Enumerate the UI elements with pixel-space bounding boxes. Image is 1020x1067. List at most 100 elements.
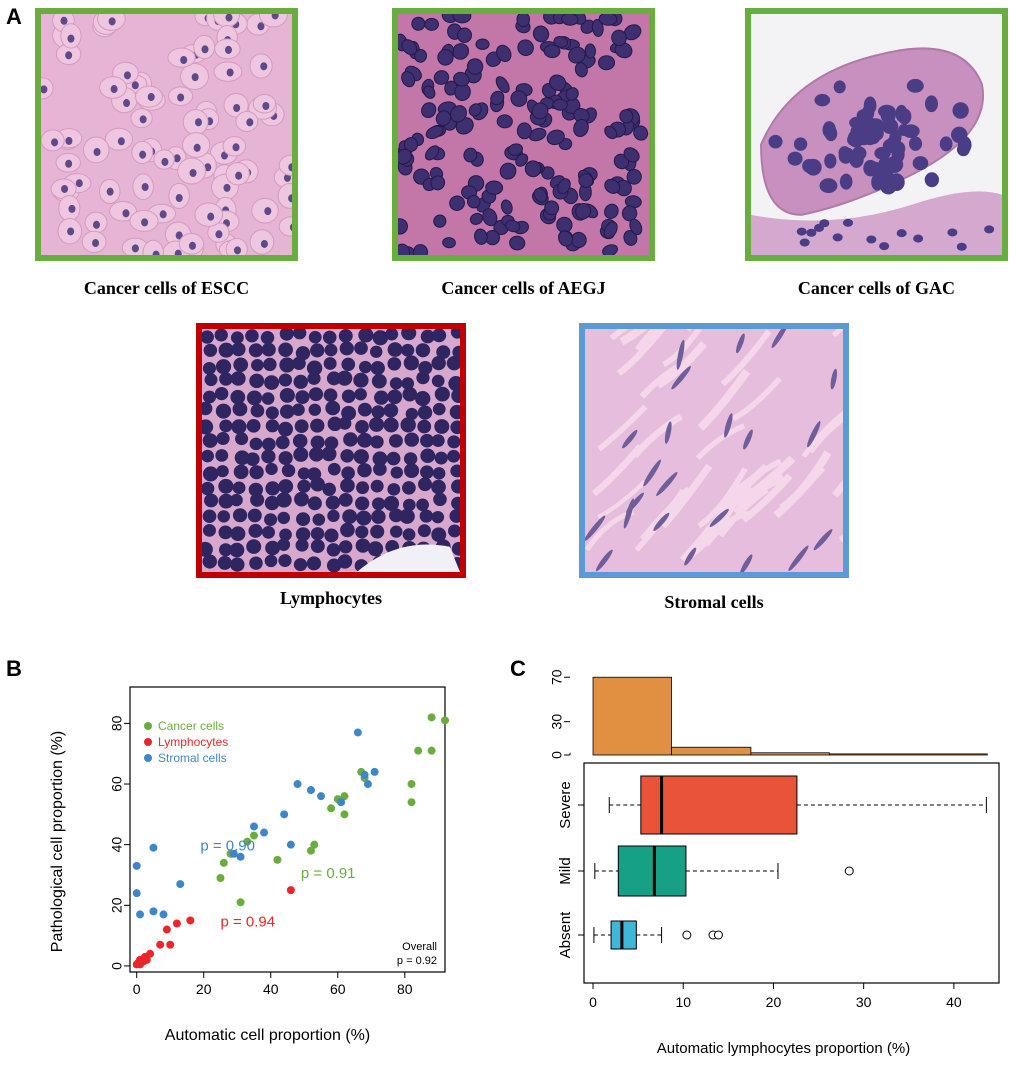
outlier [713,930,723,940]
micrograph-lymphocytes [196,323,466,578]
data-point [149,843,158,852]
caption-aegj: Cancer cells of AEGJ [441,278,606,298]
data-point [293,780,302,789]
data-point [370,767,379,776]
group-label: Absent [557,911,574,959]
correlation-label: p = 0.90 [200,838,255,855]
caption-lymphocytes: Lymphocytes [279,588,382,608]
data-point [172,919,181,928]
data-point [132,889,141,898]
x-tick-label: 80 [397,981,413,997]
data-point [337,798,346,807]
data-point [142,955,151,964]
histogram-bar [592,676,672,756]
overall-p: p = 0.92 [397,955,437,967]
data-point [280,810,289,819]
data-point [146,949,155,958]
panel-b-letter: B [6,656,22,681]
panel-a-letter: A [6,4,22,29]
x-tick-label: 0 [133,981,141,997]
data-point [286,840,295,849]
data-point [273,855,282,864]
x-tick-label: 30 [856,994,872,1010]
data-point [216,874,225,883]
outlier [682,930,692,940]
plot-frame [129,686,446,973]
box [610,920,637,950]
micrograph-stromal [579,323,849,578]
group-label: Severe [557,781,574,829]
group-label: Mild [557,857,574,885]
caption-stromal: Stromal cells [664,592,764,612]
tissue-texture [585,329,843,572]
tissue-texture [751,14,1002,255]
data-point [360,770,369,779]
boxplot-frame [583,762,1000,984]
scatter-chart: 0 20 40 60 80 0 20 40 60 80 Automatic cell proport… [49,686,449,1044]
data-point [317,792,326,801]
caption-escc: Cancer cells of ESCC [83,278,250,298]
data-point [219,858,228,867]
data-point [327,804,336,813]
data-point [136,910,145,919]
box [640,775,798,835]
histogram-y-tick-label: 70 [549,669,565,685]
data-point [236,852,245,861]
data-point [186,916,195,925]
micrograph-aegj [392,8,655,261]
data-point [260,828,269,837]
data-point [340,810,349,819]
boxplot-chart: 0 30 70 Severe Mild Absent 0 10 20 30 40 Automatic … [549,669,1000,1057]
overall-label: Overall [402,941,437,953]
tissue-texture [41,14,292,255]
micrograph-escc [35,8,298,261]
legend-marker [144,722,152,730]
data-point [306,846,315,855]
data-point [159,910,168,919]
x-tick-label: 20 [196,981,212,997]
x-tick-label: 40 [946,994,962,1010]
y-tick-label: 20 [109,897,125,913]
x-axis-label: Automatic cell proportion (%) [165,1027,370,1044]
caption-gac: Cancer cells of GAC [797,278,956,298]
correlation-label: p = 0.94 [220,914,275,931]
legend-marker [144,738,152,746]
x-tick-label: 10 [675,994,691,1010]
data-point [286,886,295,895]
y-tick-label: 40 [109,837,125,853]
histogram-bar [671,746,752,756]
legend-label: Lymphocytes [158,735,228,749]
data-point [407,780,416,789]
data-point [427,746,436,755]
data-point [306,786,315,795]
legend-marker [144,754,152,762]
data-point [162,925,171,934]
y-axis-label: Pathological cell proportion (%) [49,731,66,952]
data-point [363,780,372,789]
data-point [166,940,175,949]
histogram-y-tick-label: 30 [549,714,565,730]
data-point [310,840,319,849]
data-point [132,861,141,870]
correlation-label: p = 0.91 [301,865,356,882]
data-point [414,746,423,755]
data-point [249,831,258,840]
legend-label: Stromal cells [158,751,227,765]
y-tick-label: 80 [109,715,125,731]
histogram-bar [828,753,988,756]
data-point [427,713,436,722]
histogram-bar [750,752,830,756]
histogram-y-tick-label: 0 [549,751,565,759]
x-tick-label: 0 [589,994,597,1010]
data-point [340,792,349,801]
x-tick-label: 40 [263,981,279,997]
y-tick-label: 0 [109,962,125,970]
y-tick-label: 60 [109,776,125,792]
data-point [156,940,165,949]
tissue-texture [398,14,649,255]
box [617,845,687,897]
legend-label: Cancer cells [158,719,224,733]
tissue-texture [202,329,460,572]
data-point [176,880,185,889]
data-point [149,907,158,916]
